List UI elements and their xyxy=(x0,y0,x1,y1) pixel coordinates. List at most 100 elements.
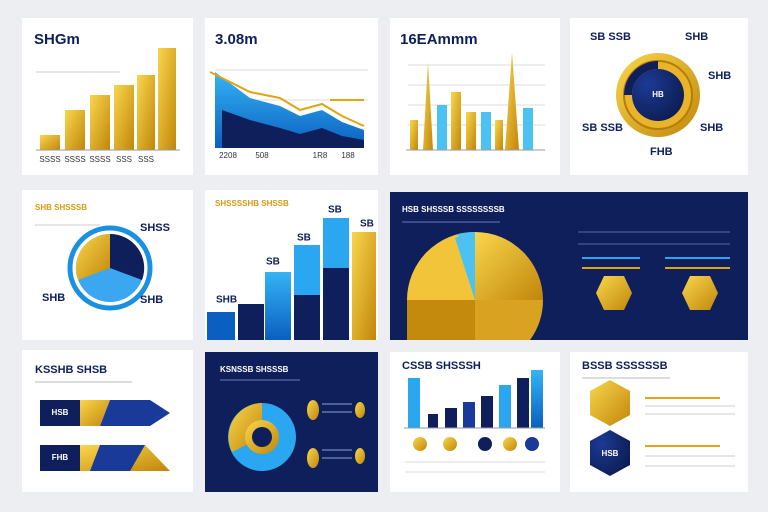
shape xyxy=(265,272,291,340)
label: 188 xyxy=(341,151,355,160)
label: SSSS xyxy=(89,155,110,164)
rule xyxy=(209,71,365,127)
label: HB xyxy=(652,90,664,99)
label: HSB SHSSSB SSSSSSSSB xyxy=(402,205,505,214)
shape xyxy=(90,445,145,471)
label: 508 xyxy=(255,151,269,160)
shape xyxy=(531,370,543,428)
label: 16EAmmm xyxy=(400,31,478,48)
shape xyxy=(525,437,539,451)
label: SSS xyxy=(138,155,154,164)
shape xyxy=(590,380,630,426)
shape xyxy=(437,105,447,150)
label: SHGm xyxy=(34,31,80,48)
label: SHB xyxy=(700,122,723,134)
shape xyxy=(505,52,519,150)
shape xyxy=(455,234,475,300)
label: SSS xyxy=(116,155,132,164)
label: SB SSB xyxy=(590,31,631,43)
shape xyxy=(682,276,718,310)
shape xyxy=(463,402,475,428)
label: HSB xyxy=(602,449,619,458)
shape xyxy=(40,400,80,426)
card-2: 3.08m 2208 508 1R8 188 xyxy=(205,18,378,175)
label: SB xyxy=(328,205,342,216)
label: SHSS xyxy=(140,222,170,234)
label: KSSHB SHSB xyxy=(35,364,107,376)
card-8: KSSHB SHSB HSB FHB xyxy=(22,350,193,492)
shape xyxy=(523,108,533,150)
label: 2208 xyxy=(219,151,237,160)
shape xyxy=(294,245,320,295)
label: SSSS xyxy=(39,155,60,164)
shape xyxy=(323,268,349,340)
shape xyxy=(100,400,170,426)
shape xyxy=(352,232,376,340)
label: KSNSSB SHSSSB xyxy=(220,365,289,374)
shape xyxy=(252,427,272,447)
shape xyxy=(75,233,110,280)
shape xyxy=(410,120,418,150)
card-9: KSNSSB SHSSSB xyxy=(205,352,378,492)
shape xyxy=(307,400,319,420)
label: 3.08m xyxy=(215,31,258,48)
shape xyxy=(624,61,658,95)
shape xyxy=(443,437,457,451)
label: SSSS xyxy=(64,155,85,164)
label: SHB xyxy=(708,70,731,82)
shape xyxy=(238,304,264,340)
label: SHB xyxy=(685,31,708,43)
shape xyxy=(423,62,433,150)
shape xyxy=(114,85,134,150)
label: SHB SHSSSB xyxy=(35,203,87,212)
label: 1R8 xyxy=(313,151,328,160)
shape xyxy=(481,112,491,150)
label: SHB xyxy=(216,295,237,306)
shape xyxy=(475,300,543,340)
shape xyxy=(451,92,461,150)
shape xyxy=(40,135,60,150)
shape xyxy=(495,120,503,150)
card-11: BSSB SSSSSSB HSB xyxy=(570,352,748,492)
label: CSSB SHSSSH xyxy=(402,360,481,372)
shape xyxy=(570,352,748,492)
shape xyxy=(413,437,427,451)
label: SB xyxy=(297,233,311,244)
shape xyxy=(222,110,364,148)
shape xyxy=(408,378,420,428)
shape xyxy=(517,378,529,428)
label: BSSB SSSSSSB xyxy=(582,360,668,372)
card-4: SB SSB SHB SHB SB SSB SHB HB FHB xyxy=(570,18,748,175)
shape xyxy=(503,437,517,451)
label: SHB xyxy=(42,292,65,304)
shape xyxy=(596,276,632,310)
label: SB xyxy=(266,257,280,268)
shape xyxy=(207,312,235,340)
shape xyxy=(137,75,155,150)
shape xyxy=(590,430,630,476)
card-5: SHB SHSSSB SHSS SHB SHB xyxy=(22,190,193,340)
shape xyxy=(499,385,511,428)
shape xyxy=(407,232,475,300)
shape xyxy=(90,95,110,150)
card-7: HSB SHSSSB SSSSSSSSB xyxy=(390,192,748,340)
shape xyxy=(323,218,349,268)
shape xyxy=(407,300,475,340)
shape xyxy=(481,396,493,428)
shape xyxy=(294,295,320,340)
shape xyxy=(307,448,319,468)
shape xyxy=(65,110,85,150)
shape xyxy=(632,69,684,121)
shape xyxy=(466,112,476,150)
card-3: 16EAmmm xyxy=(390,18,560,175)
label: SHSSSSHB SHSSB xyxy=(215,199,289,208)
card-1: SHGm SSSS SSSS SSSS SSS SSS xyxy=(22,18,193,175)
label: HSB xyxy=(52,408,69,417)
shape xyxy=(110,233,145,280)
shape xyxy=(40,445,80,471)
label: FHB xyxy=(650,146,673,158)
shape xyxy=(355,448,365,464)
shape xyxy=(475,232,543,300)
label: SB xyxy=(360,219,374,230)
